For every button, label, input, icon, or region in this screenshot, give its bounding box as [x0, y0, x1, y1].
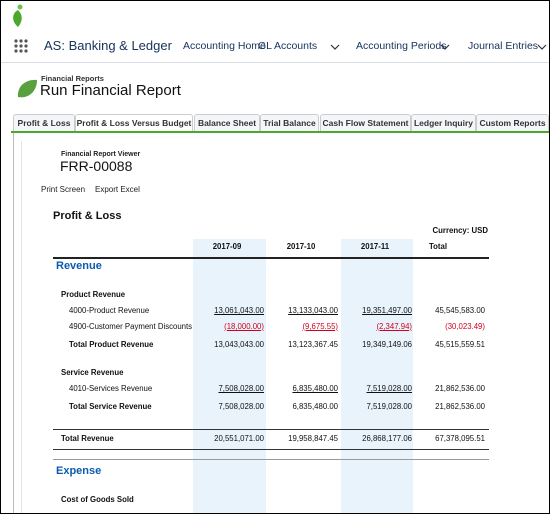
column-highlight — [341, 239, 413, 513]
amount: (30,023.49) — [445, 321, 485, 331]
section-title: Revenue — [56, 260, 102, 272]
report-id: FRR-00088 — [60, 158, 133, 174]
top-bar — [1, 4, 549, 63]
amount[interactable]: 7,508,028.00 — [218, 383, 264, 393]
column-highlight — [193, 239, 266, 513]
report-title: Profit & Loss — [53, 210, 122, 222]
amount: 45,515,559.51 — [435, 340, 485, 349]
section-title: Expense — [56, 465, 102, 477]
column-header: 2017-10 — [286, 242, 316, 251]
nav-item[interactable]: Accounting Home — [183, 40, 266, 52]
nav-item[interactable]: GL Accounts — [258, 40, 318, 52]
row-label: Total Service Revenue — [69, 402, 152, 411]
row-label: 4010-Services Revenue — [69, 383, 153, 393]
amount[interactable]: 19,351,497.00 — [362, 305, 412, 315]
amount: 21,862,536.00 — [435, 383, 485, 393]
nav-item[interactable]: Accounting Periods — [356, 40, 447, 52]
amount: 6,835,480.00 — [292, 402, 338, 411]
row-label: Service Revenue — [61, 367, 124, 377]
column-header: Total — [428, 242, 448, 251]
row-label: Cost of Goods Sold — [61, 494, 134, 504]
tab[interactable]: Ledger Inquiry — [411, 114, 476, 131]
amount: 19,958,847.45 — [288, 434, 338, 443]
logo — [13, 10, 22, 27]
row-label: 4900-Customer Payment Discounts — [69, 321, 193, 331]
amount[interactable]: (18,000.00) — [224, 321, 264, 331]
currency: Currency: USD — [432, 226, 488, 235]
amount: 13,043,043.00 — [214, 340, 264, 349]
app-launcher[interactable] — [14, 39, 28, 53]
inner-border — [21, 141, 22, 513]
total-rule — [53, 429, 489, 430]
amount[interactable]: (9,675.55) — [302, 321, 338, 331]
page-title: Run Financial Report — [40, 82, 181, 99]
amount: 26,868,177.06 — [362, 434, 412, 443]
viewer-label: Financial Report Viewer — [61, 151, 141, 158]
column-header: 2017-11 — [360, 242, 390, 251]
tab-underline — [11, 131, 549, 133]
amount: 7,519,028.00 — [366, 402, 412, 411]
header-rule — [53, 257, 489, 259]
total-rule — [53, 449, 489, 450]
object-label: Financial Reports — [41, 74, 104, 83]
tab[interactable]: Custom Reports — [476, 114, 549, 131]
content-border — [13, 133, 14, 513]
amount[interactable]: 7,519,028.00 — [366, 383, 412, 393]
column-header: 2017-09 — [212, 242, 242, 251]
row-label: 4000-Product Revenue — [69, 305, 150, 315]
row-label: Product Revenue — [61, 289, 126, 299]
amount: 19,349,149.06 — [362, 340, 412, 349]
tab[interactable]: Balance Sheet — [194, 114, 260, 131]
export-link[interactable]: Export Excel — [95, 185, 140, 194]
amount: 45,545,583.00 — [435, 305, 485, 315]
tab[interactable]: Cash Flow Statement — [320, 114, 411, 131]
amount[interactable]: 6,835,480.00 — [292, 383, 338, 393]
tab[interactable]: Profit & Loss Versus Budget — [75, 114, 193, 131]
tab[interactable]: Profit & Loss — [13, 114, 75, 131]
tab[interactable]: Trial Balance — [260, 114, 319, 131]
row-label: Total Revenue — [61, 434, 114, 443]
amount[interactable]: 13,133,043.00 — [288, 305, 338, 315]
amount[interactable]: (2,347.94) — [376, 321, 412, 331]
amount: 13,123,367.45 — [288, 340, 338, 349]
nav-item[interactable]: Journal Entries — [468, 40, 539, 52]
header-icon — [15, 77, 39, 101]
amount[interactable]: 13,061,043.00 — [214, 305, 264, 315]
amount: 67,378,095.51 — [435, 434, 485, 443]
print-link[interactable]: Print Screen — [41, 185, 86, 194]
amount: 7,508,028.00 — [218, 402, 264, 411]
row-label: Total Product Revenue — [69, 340, 154, 349]
amount: 20,551,071.00 — [214, 434, 264, 443]
section-rule — [53, 459, 489, 460]
logo-dot — [17, 4, 23, 10]
amount: 21,862,536.00 — [435, 402, 485, 411]
app-name: AS: Banking & Ledger — [44, 38, 172, 53]
chevrons — [330, 44, 547, 50]
